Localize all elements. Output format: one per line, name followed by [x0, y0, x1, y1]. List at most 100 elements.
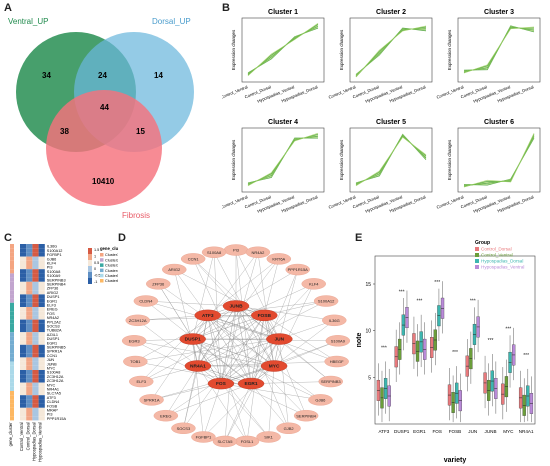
venn-circle-fibrosis: [46, 90, 162, 206]
cluster-gene-trace: [247, 132, 319, 187]
network-node: [276, 422, 301, 434]
boxplot-legend-label: Hypospadias_Dorsal: [481, 259, 523, 264]
network-edge: [145, 300, 237, 307]
heatmap-cell: [20, 357, 27, 362]
network-edge: [224, 383, 252, 442]
network-edge: [235, 305, 280, 340]
heatmap-cell: [38, 260, 45, 265]
heatmap-cell: [26, 416, 33, 421]
heatmap-gene-label: NR4A2: [47, 316, 59, 320]
cluster-gene-trace: [463, 26, 535, 72]
heatmap-cell: [38, 386, 45, 391]
cluster-gene-trace: [463, 136, 535, 186]
heatmap-cell: [26, 399, 33, 404]
heatmap-cell: [38, 298, 45, 303]
heatmap-cell: [26, 269, 33, 274]
network-node: [301, 278, 326, 290]
network-edge: [224, 338, 280, 442]
network-node-label: ZFP36: [152, 281, 165, 286]
network-node-label: GJB6: [315, 397, 326, 402]
heatmap-cell: [38, 244, 45, 249]
heatmap-cell: [32, 365, 39, 370]
heatmap-cell: [26, 340, 33, 345]
heatmap-cell: [20, 365, 27, 370]
heatmap-cluster-strip: [10, 302, 14, 307]
network-edge: [268, 365, 275, 437]
network-edge: [264, 258, 279, 316]
heatmap-cell: [38, 361, 45, 366]
cluster-title: Cluster 5: [376, 119, 406, 126]
network-node-label: S100A12: [318, 299, 335, 304]
heatmap-cell: [32, 244, 39, 249]
heatmap-legend-swatch: [100, 258, 104, 262]
network-node: [191, 431, 216, 443]
heatmap-cell: [38, 395, 45, 400]
heatmap-gene-label: FOSB: [47, 404, 58, 408]
heatmap-cluster-strip: [10, 311, 14, 316]
cluster-ylabel: Expression changes: [231, 139, 236, 180]
heatmap-cell: [32, 265, 39, 270]
heatmap-cell: [20, 374, 27, 379]
heatmap-gene-label: MYC: [47, 367, 56, 371]
heatmap-cell: [38, 370, 45, 375]
heatmap-cell: [38, 357, 45, 362]
heatmap-cluster-strip: [10, 353, 14, 358]
network-node-label: JUN: [275, 337, 285, 343]
heatmap-cell: [20, 328, 27, 333]
network-node-label: CCN1: [188, 256, 200, 261]
network-edge: [192, 305, 237, 340]
cluster-title: Cluster 4: [268, 119, 298, 126]
heatmap-cell: [20, 273, 27, 278]
heatmap-column-label: Hypospadias_Ventral: [38, 422, 43, 462]
heatmap-cell: [26, 370, 33, 375]
heatmap-cell: [20, 407, 27, 412]
cluster-gene-trace: [355, 133, 427, 184]
boxplot-plot-area: [374, 255, 536, 425]
cluster-gene-trace: [355, 28, 427, 76]
heatmap-cell: [20, 403, 27, 408]
heatmap-cluster-strip: [10, 265, 14, 270]
cluster-ylabel: Expression changes: [339, 29, 344, 70]
heatmap-gene-label: MRAP: [47, 409, 58, 413]
heatmap-cell: [32, 353, 39, 358]
heatmap-cell: [38, 281, 45, 286]
heatmap-cell: [26, 332, 33, 337]
network-edge: [250, 269, 298, 384]
network-edge: [137, 320, 199, 367]
heatmap-cell: [32, 374, 39, 379]
network-edge: [251, 381, 331, 384]
panel-label-b: B: [222, 2, 230, 14]
boxplot-xtick-label: NR4A1: [519, 429, 534, 434]
heatmap-cluster-strip: [10, 416, 14, 421]
network-edge: [207, 315, 275, 367]
heatmap-cell: [20, 265, 27, 270]
heatmap-gene-label: PI3: [47, 413, 53, 417]
heatmap-gene-label: SERPINB3: [47, 278, 66, 282]
heatmap-scale-step: [88, 266, 92, 272]
heatmap-gene-label: PPL2A2: [47, 320, 61, 324]
heatmap-cell: [20, 248, 27, 253]
heatmap-cell: [26, 260, 33, 265]
boxplot-significance: ***: [505, 327, 511, 333]
heatmap-cluster-strip: [10, 382, 14, 387]
heatmap-legend-label: Cluster3: [105, 264, 118, 268]
heatmap-cell: [26, 391, 33, 396]
venn-count-ventral-dorsal: 24: [98, 71, 107, 80]
heatmap-cell: [26, 252, 33, 257]
heatmap-cell: [20, 386, 27, 391]
heatmap-gene-label: PPP1R15A: [47, 417, 67, 421]
heatmap-cell: [38, 378, 45, 383]
heatmap-gene-label: TUBB2A: [47, 329, 62, 333]
cluster-gene-trace: [247, 24, 319, 75]
network-node-label: SLC7A5: [218, 439, 234, 444]
heatmap-cluster-strip: [10, 315, 14, 320]
heatmap-cluster-strip: [10, 370, 14, 375]
network-edge: [235, 249, 280, 340]
heatmap-cell: [38, 252, 45, 257]
heatmap-cell: [32, 252, 39, 257]
heatmap-cell: [32, 323, 39, 328]
boxplot-significance: ***: [470, 299, 476, 305]
venn-label-fibrosis: Fibrosis: [122, 211, 150, 220]
network-edge: [174, 269, 265, 316]
network-node: [162, 263, 187, 276]
